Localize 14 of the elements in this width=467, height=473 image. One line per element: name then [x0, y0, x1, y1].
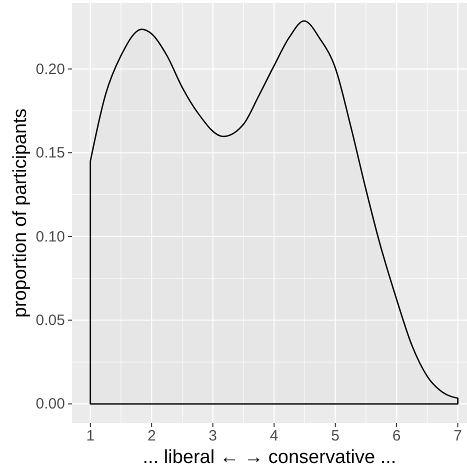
- x-tick-label: 3: [208, 428, 218, 445]
- y-tick-label: 0.20: [36, 60, 65, 78]
- x-axis-title: ... liberal ← → conservative ...: [142, 447, 396, 468]
- y-tick-label: 0.00: [36, 396, 65, 413]
- x-tick-label: 1: [86, 428, 95, 445]
- y-tick-label: 0.10: [36, 228, 65, 246]
- y-axis-title: proportion of participants: [10, 108, 31, 318]
- x-tick-label: 2: [147, 428, 156, 445]
- x-tick-label: 5: [331, 428, 340, 445]
- x-tick-label: 7: [454, 428, 462, 445]
- y-tick-label: 0.15: [36, 144, 65, 162]
- y-tick-label: 0.05: [36, 312, 65, 329]
- x-tick-label: 6: [392, 428, 401, 445]
- x-tick-label: 4: [270, 428, 278, 445]
